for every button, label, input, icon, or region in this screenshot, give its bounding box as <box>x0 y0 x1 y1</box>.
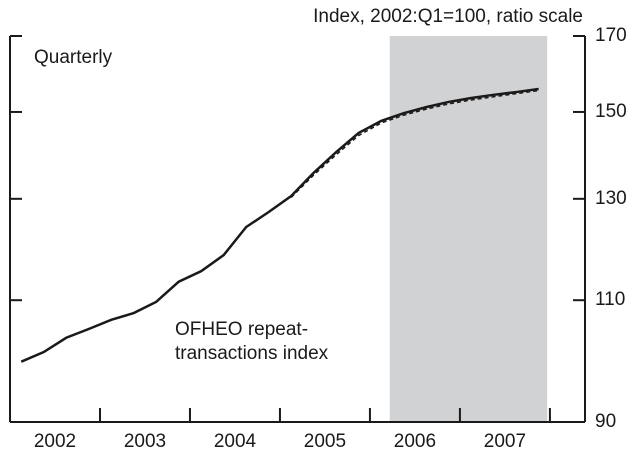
y-tick-label: 90 <box>595 411 616 432</box>
y-tick-label: 110 <box>595 289 625 310</box>
x-tick-label: 2006 <box>394 431 436 452</box>
y-tick-label: 150 <box>595 101 627 122</box>
x-tick-label: 2002 <box>34 431 76 452</box>
data-line <box>20 87 539 363</box>
annotation: transactions index <box>175 343 329 364</box>
axis-title: Index, 2002:Q1=100, ratio scale <box>313 6 583 27</box>
y-tick-label: 170 <box>595 25 627 46</box>
y-tick-label: 130 <box>595 188 627 209</box>
shaded-region <box>389 36 548 422</box>
x-tick-label: 2003 <box>124 431 166 452</box>
data-line <box>290 89 539 198</box>
annotation: OFHEO repeat- <box>175 319 308 340</box>
x-tick-label: 2004 <box>214 431 257 452</box>
x-tick-label: 2007 <box>484 431 526 452</box>
x-tick-label: 2005 <box>304 431 346 452</box>
annotation: Quarterly <box>34 47 113 68</box>
